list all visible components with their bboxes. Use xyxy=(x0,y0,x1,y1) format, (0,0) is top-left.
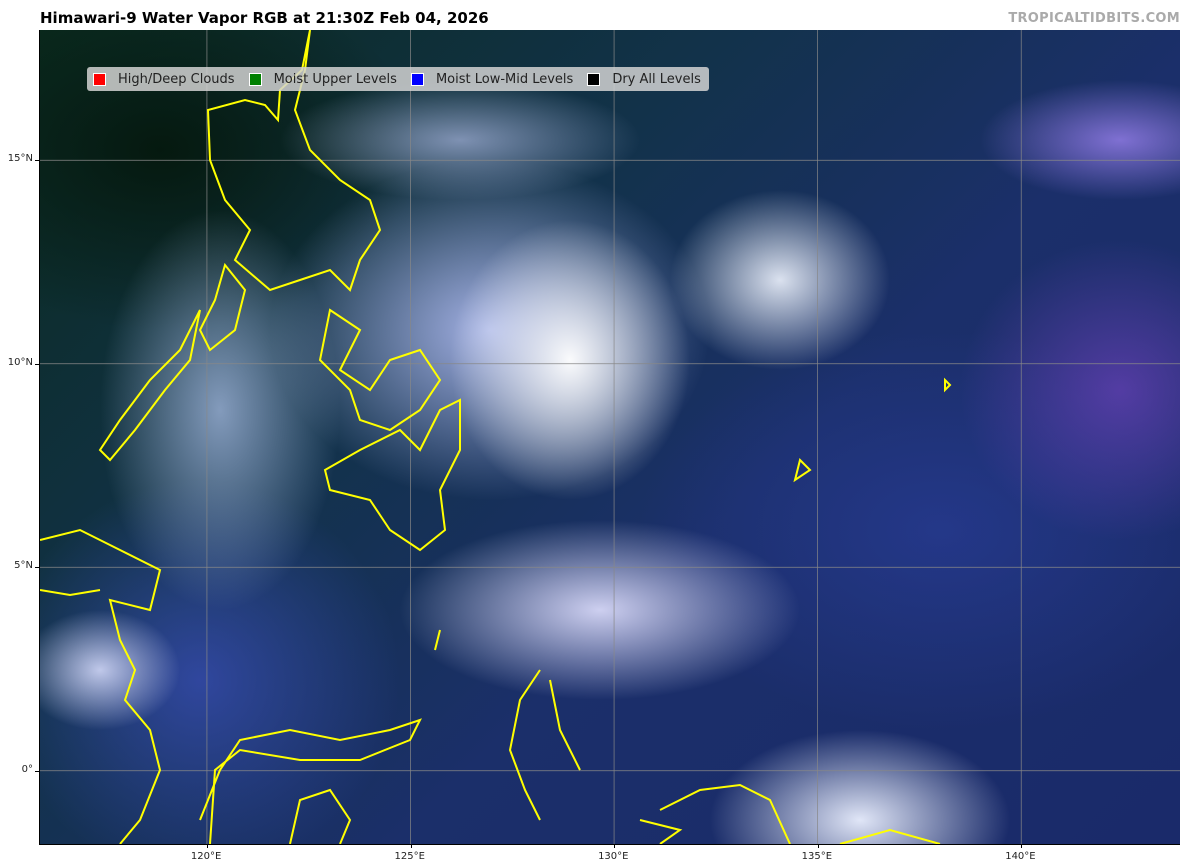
coastline-islets xyxy=(434,377,952,651)
legend-item: Dry All Levels xyxy=(587,72,701,87)
x-tick-mark xyxy=(817,844,819,848)
x-tick-mark xyxy=(410,844,412,848)
x-axis-line xyxy=(40,844,1180,845)
satellite-map[interactable]: High/Deep Clouds Moist Upper Levels Moist … xyxy=(40,30,1180,844)
legend-item: High/Deep Clouds xyxy=(93,72,235,87)
coastline-mindanao xyxy=(323,398,461,552)
x-tick-label: 120°E xyxy=(190,851,222,862)
coastlines xyxy=(40,30,952,844)
legend-label: Moist Low-Mid Levels xyxy=(435,71,574,87)
y-tick-label: 5°N xyxy=(14,560,33,572)
x-tick-mark xyxy=(614,844,616,848)
legend-swatch xyxy=(410,72,424,86)
legend-item: Moist Upper Levels xyxy=(248,71,397,87)
legend-swatch xyxy=(93,72,106,86)
coastline-palawan xyxy=(98,309,201,462)
y-tick-label: 10°N xyxy=(7,356,33,368)
coastline-halmahera xyxy=(508,669,581,821)
map-overlay xyxy=(40,30,1180,844)
legend-label: High/Deep Clouds xyxy=(118,71,235,87)
x-tick-label: 125°E xyxy=(394,851,425,862)
x-tick-mark xyxy=(1021,844,1023,848)
coastline-borneo xyxy=(40,528,162,844)
x-tick-label: 140°E xyxy=(1005,851,1036,862)
coastline-mindoro xyxy=(198,262,247,352)
x-tick-label: 135°E xyxy=(801,851,833,862)
coastline-sulawesi xyxy=(199,718,422,844)
legend-swatch xyxy=(587,72,601,86)
y-axis-line xyxy=(39,30,40,845)
y-tick-mark xyxy=(35,160,39,162)
coastline-luzon xyxy=(206,30,382,292)
legend-label: Dry All Levels xyxy=(612,71,701,87)
y-tick-mark xyxy=(35,567,39,569)
legend-swatch xyxy=(248,72,262,86)
chart-title: Himawari-9 Water Vapor RGB at 21:30Z Feb… xyxy=(40,9,489,27)
x-tick-mark xyxy=(206,844,208,848)
legend-item: Moist Low-Mid Levels xyxy=(410,71,574,87)
y-tick-mark xyxy=(35,770,39,772)
legend-label: Moist Upper Levels xyxy=(273,71,397,87)
legend: High/Deep Clouds Moist Upper Levels Moist … xyxy=(87,67,709,91)
credit-watermark: TROPICALTIDBITS.COM xyxy=(1008,11,1180,26)
y-tick-label: 15°N xyxy=(7,153,33,165)
x-tick-label: 130°E xyxy=(598,851,629,862)
coastline-visayas xyxy=(318,308,442,432)
y-tick-label: 0° xyxy=(21,763,33,775)
y-tick-mark xyxy=(35,363,39,365)
gridlines xyxy=(40,30,1180,844)
coastline-new-guinea xyxy=(639,783,941,844)
